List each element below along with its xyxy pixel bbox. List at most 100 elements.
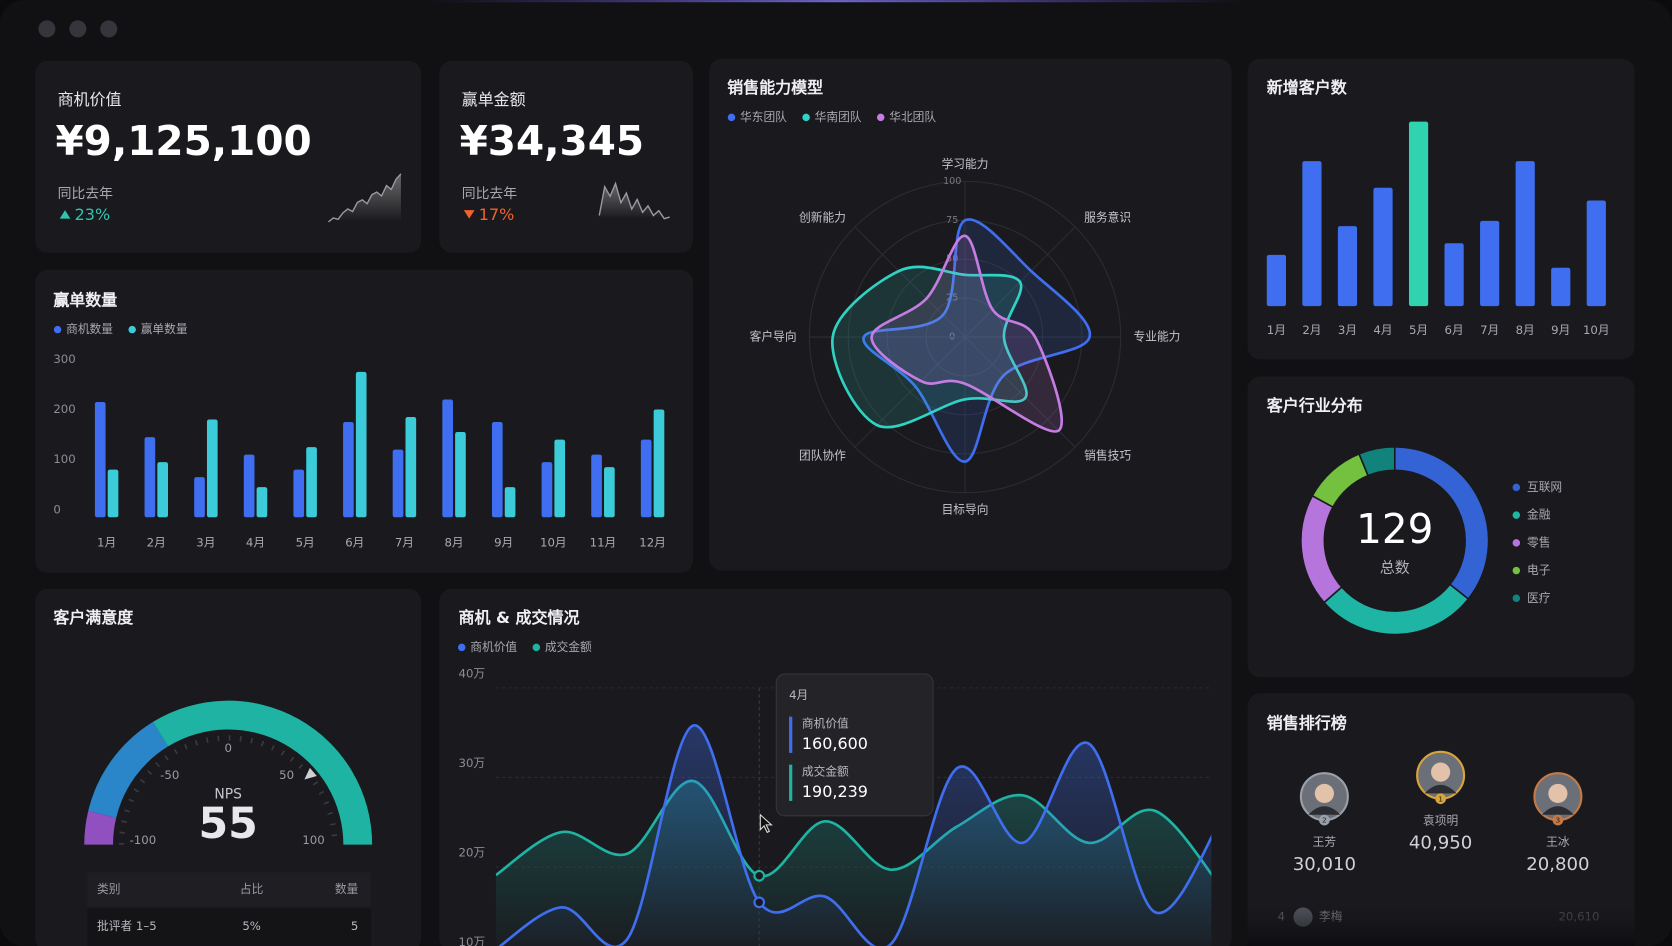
y-tick-label: 40万 xyxy=(459,667,486,681)
kpi-arrow xyxy=(463,210,475,219)
radar-area xyxy=(870,234,1064,433)
x-tick-label: 5月 xyxy=(1409,323,1428,337)
x-tick-label: 7月 xyxy=(395,535,414,549)
person-value: 30,010 xyxy=(1293,854,1356,875)
panel-title: 商机 & 成交情况 xyxy=(459,608,580,627)
rank-badge xyxy=(1435,793,1446,805)
tooltip-name: 商机价值 xyxy=(802,717,849,731)
gauge-tick-label: 50 xyxy=(279,768,294,782)
panel-title: 销售排行榜 xyxy=(1267,714,1347,733)
bar xyxy=(206,419,218,518)
table-header-cell: 占比 xyxy=(240,882,264,896)
content: 商机价值 ¥9,125,100 同比去年 23% 赢单金额 ¥34,345 同比去年 17% 销… xyxy=(35,58,1635,946)
gauge-value: 55 xyxy=(199,799,258,849)
bar xyxy=(194,477,205,518)
rank-number: 1 xyxy=(1438,794,1443,803)
table-header-cell: 数量 xyxy=(335,882,359,896)
row-fade xyxy=(1247,895,1635,946)
spoke xyxy=(854,336,966,448)
bar xyxy=(653,409,665,518)
y-tick-label: 30万 xyxy=(459,756,486,770)
bar xyxy=(1266,254,1286,307)
legend-dot xyxy=(802,113,810,122)
bar xyxy=(355,371,367,518)
table-row xyxy=(87,908,372,946)
legend-dot xyxy=(532,643,541,652)
legend-dot xyxy=(1512,483,1521,492)
gauge-band xyxy=(152,700,373,845)
bar xyxy=(343,422,354,518)
kpi-change: 23% xyxy=(75,205,111,224)
avatar-face xyxy=(1431,762,1451,782)
r-tick-label: 100 xyxy=(943,176,961,187)
person-name: 王冰 xyxy=(1546,835,1570,849)
tooltip-title: 4月 xyxy=(789,688,808,702)
sparkline xyxy=(598,181,670,220)
rank-number: 2 xyxy=(1322,816,1327,825)
donut-slice xyxy=(1358,446,1396,477)
legend-label: 电子 xyxy=(1527,563,1551,577)
x-tick-label: 6月 xyxy=(345,535,364,549)
x-tick-label: 1月 xyxy=(1267,323,1286,337)
legend-label: 华东团队 xyxy=(740,110,787,124)
bar xyxy=(1480,220,1500,307)
bar xyxy=(306,447,317,518)
avatar-face xyxy=(1314,783,1334,804)
x-tick-label: 9月 xyxy=(494,535,513,549)
y-tick-label: 0 xyxy=(53,502,60,516)
gauge-tick-label: 100 xyxy=(302,833,324,847)
axis-label: 专业能力 xyxy=(1134,330,1181,344)
table-header xyxy=(87,872,372,907)
rank-badge xyxy=(1552,814,1564,826)
person-name: 袁项明 xyxy=(1423,814,1458,828)
bar xyxy=(455,432,466,518)
kpi-change: 17% xyxy=(479,205,515,224)
legend-label: 华南团队 xyxy=(815,110,862,124)
donut-center-value: 129 xyxy=(1356,505,1433,553)
kpi-title: 商机价值 xyxy=(58,90,122,109)
y-tick-label: 300 xyxy=(53,352,75,366)
kpi-value: ¥34,345 xyxy=(460,117,645,165)
x-tick-label: 3月 xyxy=(196,535,215,549)
table-cell: 5 xyxy=(351,919,358,933)
table-cell: 批评者 1–5 xyxy=(97,919,157,933)
gauge-label: NPS xyxy=(214,786,242,802)
axis-label: 目标导向 xyxy=(942,502,989,516)
tooltip-swatch xyxy=(789,764,793,801)
legend-dot xyxy=(727,113,736,122)
axis-label: 销售技巧 xyxy=(1084,449,1131,463)
x-tick-label: 8月 xyxy=(444,535,463,549)
legend-dot xyxy=(1512,511,1521,519)
avatar-body xyxy=(1424,784,1457,794)
panel xyxy=(1247,693,1635,946)
y-tick-label: 100 xyxy=(53,452,75,466)
x-tick-label: 6月 xyxy=(1445,323,1464,337)
window-dot[interactable] xyxy=(38,20,56,38)
r-tick-label: 75 xyxy=(946,215,958,226)
axis-label: 学习能力 xyxy=(942,157,989,171)
legend-label: 互联网 xyxy=(1527,480,1562,494)
panel-title: 客户行业分布 xyxy=(1267,396,1363,415)
window-dot[interactable] xyxy=(69,20,87,38)
x-tick-label: 4月 xyxy=(1373,323,1392,337)
bar xyxy=(1551,267,1571,307)
legend-label: 成交金额 xyxy=(545,640,592,654)
bar xyxy=(1373,187,1393,307)
x-tick-label: 11月 xyxy=(590,535,617,549)
tooltip xyxy=(775,673,934,817)
x-tick-label: 1月 xyxy=(97,535,116,549)
line-area xyxy=(500,725,1212,946)
kpi-title: 赢单金额 xyxy=(462,90,526,109)
radar-area xyxy=(862,218,1091,463)
gauge-band xyxy=(84,811,117,845)
panel xyxy=(709,58,1232,571)
panel xyxy=(35,60,422,253)
window-dot[interactable] xyxy=(100,20,118,38)
gauge-band xyxy=(88,721,169,818)
x-tick-label: 9月 xyxy=(1551,323,1570,337)
panel-title: 客户满意度 xyxy=(53,608,134,627)
donut-center-label: 总数 xyxy=(1380,558,1410,576)
legend-dot xyxy=(1512,594,1521,603)
bar xyxy=(243,454,255,518)
